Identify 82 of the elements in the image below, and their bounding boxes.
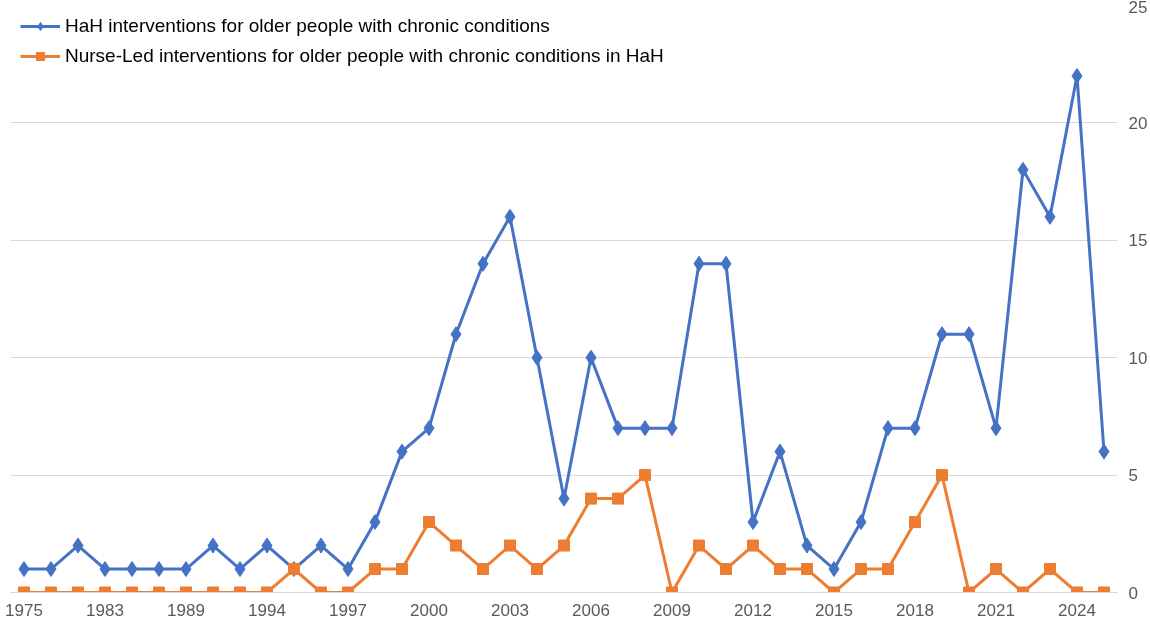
point [261, 537, 273, 554]
point [720, 563, 732, 576]
point [882, 563, 894, 576]
point [450, 326, 462, 343]
point [423, 516, 435, 529]
x-tick-label: 2021 [977, 600, 1015, 618]
x-tick-label: 1997 [329, 600, 367, 618]
point [801, 537, 813, 554]
y-tick-label: 20 [1128, 113, 1148, 133]
point [612, 492, 624, 505]
x-tick-label: 2012 [734, 600, 772, 618]
point [180, 561, 192, 578]
point [504, 539, 516, 552]
point [936, 326, 948, 343]
point [477, 563, 489, 576]
point [747, 539, 759, 552]
x-tick-label: 2015 [815, 600, 853, 618]
point [828, 561, 840, 578]
x-tick-label: 2009 [653, 600, 691, 618]
x-tick-label: 1983 [86, 600, 124, 618]
point [774, 443, 786, 460]
point [855, 563, 867, 576]
point [693, 255, 705, 272]
point [423, 420, 435, 437]
point [855, 514, 867, 531]
point [936, 469, 948, 482]
point [396, 563, 408, 576]
point [639, 420, 651, 437]
x-tick-label: 2000 [410, 600, 448, 618]
x-tick-label: 1994 [248, 600, 286, 618]
point [585, 349, 597, 366]
point [666, 420, 678, 437]
point [99, 561, 111, 578]
x-tick-label: 1989 [167, 600, 205, 618]
x-tick-label: 1975 [5, 600, 43, 618]
point [612, 420, 624, 437]
y-tick-label: 0 [1128, 583, 1138, 603]
point [747, 514, 759, 531]
point [1098, 443, 1110, 460]
point [558, 539, 570, 552]
y-tick-label: 15 [1128, 231, 1148, 251]
x-tick-label: 2024 [1058, 600, 1096, 618]
legend-label: HaH interventions for older people with chronic conditions [65, 15, 550, 37]
point [909, 420, 921, 437]
point [369, 514, 381, 531]
point [693, 539, 705, 552]
point [1044, 208, 1056, 225]
x-tick-label: 2006 [572, 600, 610, 618]
point [207, 537, 219, 554]
point [45, 561, 57, 578]
point [504, 208, 516, 225]
x-tick-label: 2018 [896, 600, 934, 618]
y-tick-label: 5 [1128, 466, 1138, 486]
point [531, 563, 543, 576]
point [639, 469, 651, 482]
point [153, 561, 165, 578]
point [342, 561, 354, 578]
point [450, 539, 462, 552]
point [234, 561, 246, 578]
point [126, 561, 138, 578]
point [909, 516, 921, 529]
point [990, 563, 1002, 576]
point [801, 563, 813, 576]
point [531, 349, 543, 366]
point [477, 255, 489, 272]
point [18, 561, 30, 578]
point [1044, 563, 1056, 576]
point [1071, 67, 1083, 84]
point [1017, 161, 1029, 178]
point [396, 443, 408, 460]
x-tick-label: 2003 [491, 600, 529, 618]
point [315, 537, 327, 554]
point [585, 492, 597, 505]
y-tick-label: 10 [1128, 348, 1148, 368]
y-tick-label: 25 [1128, 0, 1148, 17]
point [720, 255, 732, 272]
legend-label: Nurse-Led interventions for older people with chronic conditions in HaH [65, 45, 664, 67]
point [882, 420, 894, 437]
point [774, 563, 786, 576]
point [369, 563, 381, 576]
point [72, 537, 84, 554]
point [963, 326, 975, 343]
